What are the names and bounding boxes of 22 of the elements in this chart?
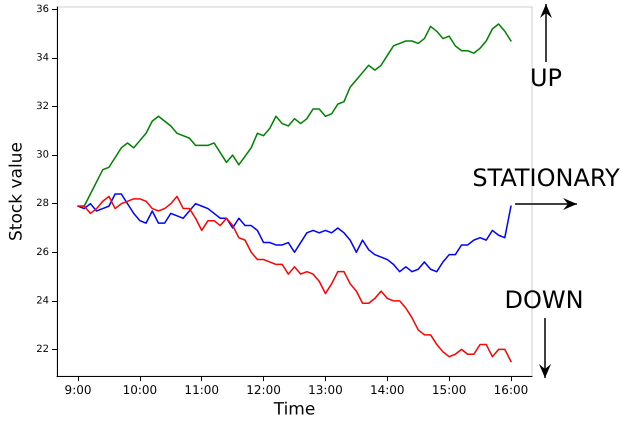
x-tick-label: 15:00 (432, 383, 466, 398)
annotation: STATIONARY (472, 164, 620, 192)
y-tick-label: 30 (36, 150, 49, 161)
y-tick-label: 22 (36, 344, 49, 355)
x-tick-label: 11:00 (184, 383, 220, 398)
y-tick-label: 34 (36, 52, 49, 64)
x-tick-label: 9:00 (64, 383, 92, 398)
x-tick-label: 12:00 (246, 383, 281, 398)
y-tick-label: 26 (36, 246, 49, 258)
y-axis-title: Stock value (6, 142, 26, 241)
x-tick-label: 10:00 (122, 383, 158, 398)
x-tick-label: 14:00 (370, 383, 405, 398)
y-tick-label: 32 (36, 101, 49, 112)
line-series (77, 193, 512, 272)
y-tick-label: 24 (36, 295, 49, 306)
y-tick-label: 28 (36, 198, 49, 210)
x-axis-title: Time (272, 400, 316, 420)
x-tick-label: 13:00 (308, 383, 343, 398)
y-tick-label: 36 (36, 4, 49, 15)
annotation: DOWN (504, 286, 584, 314)
x-tick-label: 16:00 (494, 383, 528, 398)
annotation: UP (530, 64, 562, 92)
